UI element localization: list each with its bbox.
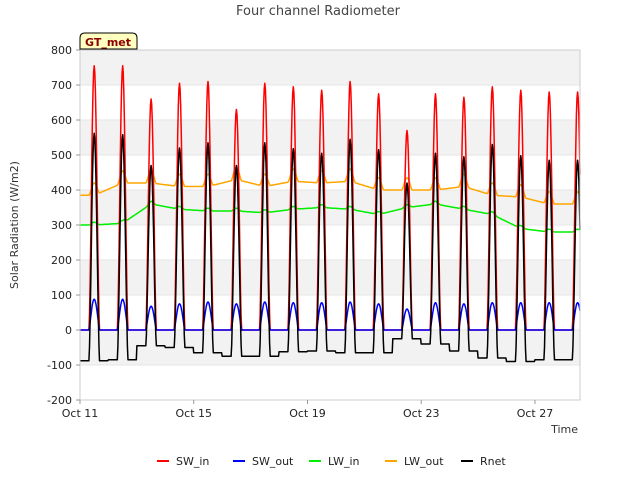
y-axis: -200 -100 0 100 200 300 400 500 600 700 800 bbox=[47, 44, 80, 407]
y-tick-label: 100 bbox=[51, 289, 72, 302]
grid-band bbox=[80, 85, 580, 120]
x-tick-label: Oct 27 bbox=[517, 407, 554, 420]
y-tick-label: 500 bbox=[51, 149, 72, 162]
legend-label: LW_in bbox=[328, 455, 360, 468]
chart-title: Four channel Radiometer bbox=[236, 4, 401, 19]
legend: SW_in SW_out LW_in LW_out Rnet bbox=[157, 455, 506, 468]
series-layer bbox=[79, 65, 581, 363]
grid-band bbox=[80, 120, 580, 155]
x-tick-label: Oct 11 bbox=[62, 407, 99, 420]
x-axis-title: Time bbox=[550, 423, 578, 436]
site-label-box: GT_met bbox=[79, 32, 138, 50]
y-axis-title: Solar Radiation (W/m2) bbox=[8, 161, 21, 289]
y-tick-label: 0 bbox=[65, 324, 72, 337]
series-line-lw-in bbox=[79, 200, 581, 233]
y-tick-label: -200 bbox=[47, 394, 72, 407]
grid-band bbox=[80, 155, 580, 190]
y-tick-label: 200 bbox=[51, 254, 72, 267]
x-axis: Oct 11 Oct 15 Oct 19 Oct 23 Oct 27 bbox=[62, 400, 553, 420]
legend-label: SW_out bbox=[252, 455, 294, 468]
grid-bands bbox=[80, 50, 580, 401]
legend-label: LW_out bbox=[404, 455, 444, 468]
grid-band bbox=[80, 50, 580, 85]
y-tick-label: 300 bbox=[51, 219, 72, 232]
series-line-rnet bbox=[79, 132, 581, 363]
site-label-bg bbox=[79, 32, 138, 50]
y-tick-label: 600 bbox=[51, 114, 72, 127]
x-tick-label: Oct 23 bbox=[403, 407, 440, 420]
site-label: GT_met bbox=[85, 36, 131, 49]
grid-band bbox=[80, 330, 580, 365]
y-tick-label: 400 bbox=[51, 184, 72, 197]
y-tick-label: 700 bbox=[51, 79, 72, 92]
legend-label: SW_in bbox=[176, 455, 209, 468]
y-tick-label: -100 bbox=[47, 359, 72, 372]
series-line-lw-out bbox=[79, 166, 581, 205]
grid-band bbox=[80, 365, 580, 400]
x-tick-label: Oct 19 bbox=[289, 407, 326, 420]
x-tick-label: Oct 15 bbox=[175, 407, 212, 420]
legend-label: Rnet bbox=[480, 455, 506, 468]
y-tick-label: 800 bbox=[51, 44, 72, 57]
